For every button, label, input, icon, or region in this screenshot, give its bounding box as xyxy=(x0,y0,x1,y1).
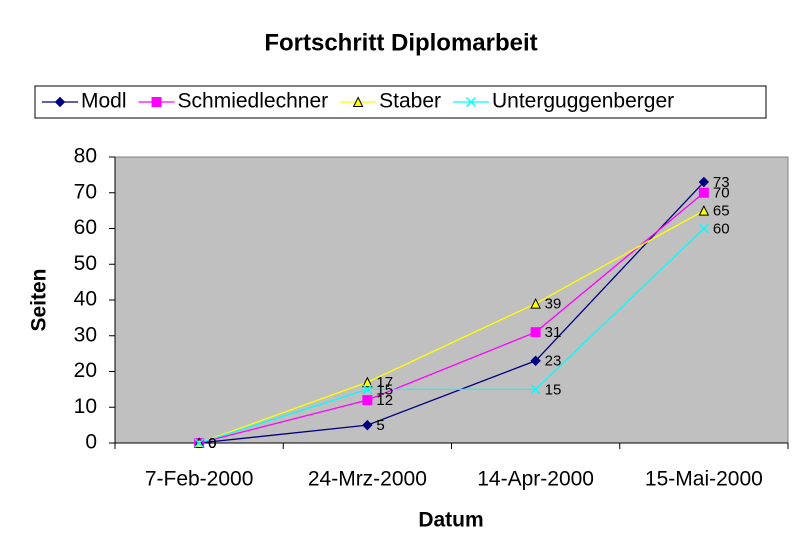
marker xyxy=(530,327,541,338)
legend-label: Modl xyxy=(81,90,127,113)
legend-label: Staber xyxy=(379,90,441,113)
x-tick-label: 7-Feb-2000 xyxy=(145,468,254,491)
x-tick-label: 15-Mai-2000 xyxy=(645,468,763,491)
chart-title: Fortschritt Diplomarbeit xyxy=(264,29,537,56)
marker xyxy=(530,384,541,395)
marker xyxy=(698,223,709,234)
marker xyxy=(698,187,709,198)
marker xyxy=(151,97,162,107)
legend-label: Unterguggenberger xyxy=(492,90,674,113)
legend-box xyxy=(34,85,767,119)
data-label: 23 xyxy=(545,353,562,370)
marker xyxy=(362,376,373,388)
plot-area xyxy=(114,156,789,444)
marker xyxy=(362,419,373,431)
y-tick-label: 50 xyxy=(74,252,97,275)
series-line xyxy=(198,210,705,444)
legend: Modl Schmiedlechner Staber Unterguggenberge… xyxy=(34,85,767,119)
legend-label: Schmiedlechner xyxy=(178,90,329,113)
marker xyxy=(362,395,373,406)
data-label: 65 xyxy=(713,203,730,220)
x-tick-label: 24-Mrz-2000 xyxy=(308,468,427,491)
data-label: 31 xyxy=(545,324,562,341)
data-label: 70 xyxy=(713,185,730,202)
data-label: 15 xyxy=(545,381,562,398)
x-axis-title: Datum xyxy=(418,509,483,532)
marker xyxy=(530,355,541,366)
data-label: 0 xyxy=(208,435,216,452)
data-label: 0 xyxy=(208,435,216,452)
y-axis-title: Seiten xyxy=(28,268,51,331)
marker xyxy=(465,96,477,108)
y-tick-label: 0 xyxy=(85,431,97,454)
series-line xyxy=(199,181,705,444)
marker xyxy=(54,96,66,108)
data-label: 39 xyxy=(545,296,562,313)
data-label: 15 xyxy=(376,381,393,398)
series-line xyxy=(198,228,705,444)
marker xyxy=(698,176,710,188)
y-tick-label: 10 xyxy=(74,395,97,418)
x-tick-label: 14-Apr-2000 xyxy=(477,468,594,491)
y-tick-label: 20 xyxy=(74,359,97,382)
data-label: 17 xyxy=(376,374,393,391)
data-label: 0 xyxy=(208,435,216,452)
series-line xyxy=(198,192,705,444)
data-label: 5 xyxy=(376,417,384,434)
marker xyxy=(530,297,541,309)
y-tick-label: 30 xyxy=(74,323,97,346)
data-label: 73 xyxy=(713,174,730,191)
marker xyxy=(362,384,373,395)
marker xyxy=(194,437,205,449)
y-tick-label: 80 xyxy=(74,145,97,168)
data-label: 12 xyxy=(376,392,393,409)
data-label: 60 xyxy=(713,220,730,237)
marker xyxy=(698,205,710,216)
y-tick-label: 40 xyxy=(74,288,97,311)
y-tick-label: 70 xyxy=(74,180,97,203)
y-tick-label: 60 xyxy=(74,216,97,239)
marker xyxy=(352,96,364,107)
data-label: 0 xyxy=(208,435,216,452)
